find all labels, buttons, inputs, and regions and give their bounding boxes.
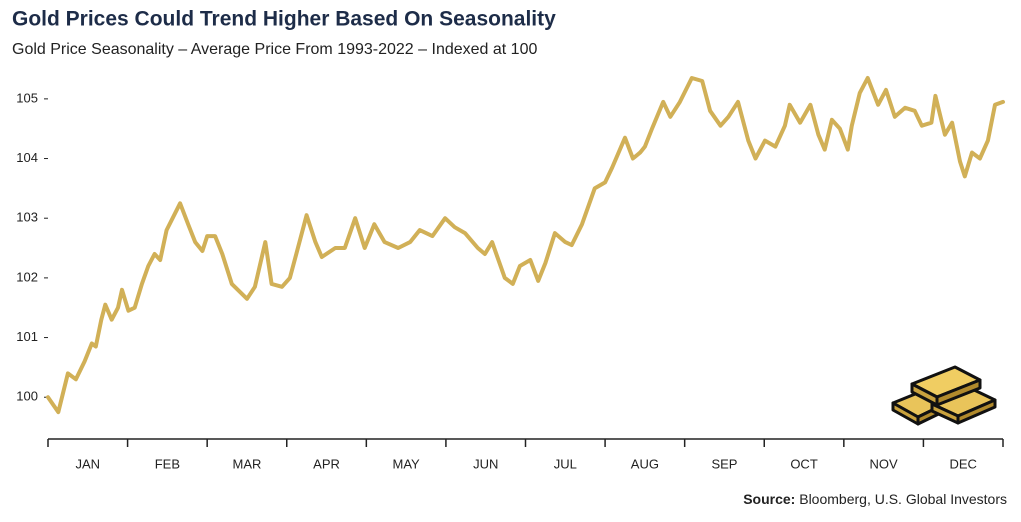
x-tick-label: MAY (393, 456, 421, 471)
x-tick-label: JUN (473, 456, 498, 471)
source-label: Source: (743, 491, 795, 507)
y-tick-label: 103 (16, 210, 38, 225)
source: Source: Bloomberg, U.S. Global Investors (743, 491, 1007, 507)
x-tick-label: AUG (631, 456, 659, 471)
x-tick-label: JUL (554, 456, 577, 471)
x-tick-label: MAR (233, 456, 262, 471)
x-tick-label: APR (313, 456, 340, 471)
y-tick-label: 104 (16, 150, 38, 165)
y-tick-label: 101 (16, 329, 38, 344)
x-tick-label: NOV (870, 456, 899, 471)
gold-bars-icon (891, 365, 997, 426)
x-tick-label: FEB (155, 456, 180, 471)
source-text: Bloomberg, U.S. Global Investors (799, 491, 1007, 507)
x-tick-label: OCT (790, 456, 818, 471)
x-tick-label: DEC (949, 456, 976, 471)
x-tick-label: SEP (711, 456, 737, 471)
y-tick-label: 100 (16, 389, 38, 404)
price-line (46, 76, 1005, 415)
chart-subtitle: Gold Price Seasonality – Average Price F… (12, 41, 537, 58)
chart-title: Gold Prices Could Trend Higher Based On … (12, 8, 556, 31)
x-tick-label: JAN (76, 456, 101, 471)
y-tick-label: 102 (16, 269, 38, 284)
y-tick-label: 105 (16, 90, 38, 105)
